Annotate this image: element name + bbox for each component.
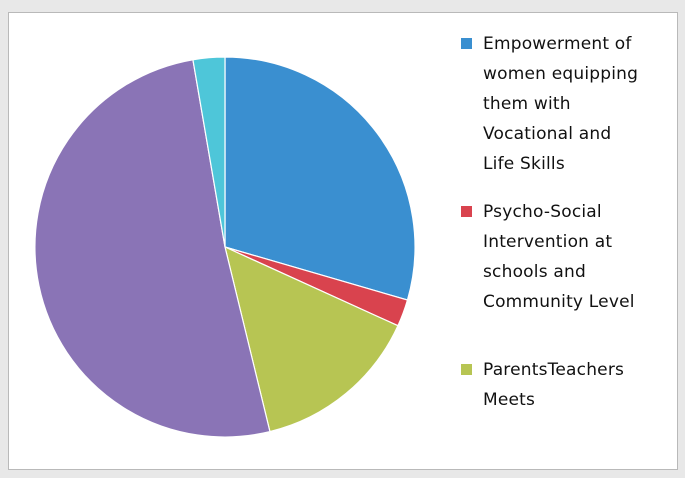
pie-slice-3 [224,245,399,433]
legend-swatch [461,38,472,49]
legend-label-line: Meets [483,390,536,410]
legend-label-line: them with [483,94,571,114]
legend-label-line: Vocational and [483,124,612,144]
legend-label-line: schools and [483,262,586,282]
legend-label-line: Intervention at [483,232,613,252]
legend-label-line: ParentsTeachers [483,360,625,380]
legend-label-line: women equipping [483,64,639,84]
legend-label: Empowerment of women equipping them with Vo… [483,29,673,179]
chart-area: Empowerment of women equipping them with Vo… [8,12,678,470]
legend-label: Psycho-Social Intervention at schools and C… [483,197,673,317]
pie-slice-1 [224,56,416,301]
legend-swatch [461,364,472,375]
legend-label: ParentsTeachers Meets [483,355,673,415]
pie-slice-5 [192,56,226,248]
legend-swatch [461,206,472,217]
legend-label-line: Life Skills [483,154,565,174]
pie-chart [34,56,416,438]
legend-label-line: Empowerment of [483,34,632,54]
legend-label-line: Psycho-Social [483,202,602,222]
legend-label-line: Community Level [483,292,635,312]
pie-slice-4 [34,59,271,438]
